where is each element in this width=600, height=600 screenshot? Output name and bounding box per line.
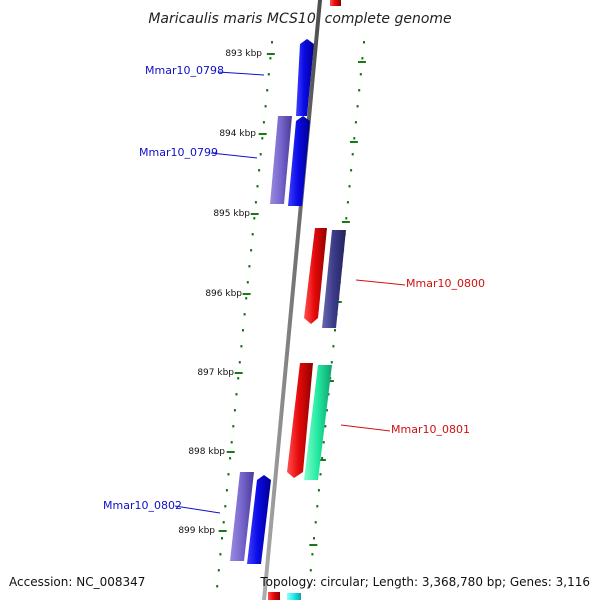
minor-tick — [262, 121, 265, 124]
minor-tick — [237, 377, 240, 380]
kbp-label-898: 898 kbp — [188, 447, 225, 457]
minor-tick — [235, 393, 238, 396]
minor-tick — [330, 361, 333, 364]
minor-tick — [359, 73, 362, 76]
gene-label-0798[interactable]: Mmar10_0798 — [145, 64, 224, 77]
minor-tick — [350, 169, 353, 172]
minor-tick — [245, 297, 248, 300]
minor-tick — [233, 409, 236, 412]
left-tick-track — [216, 41, 275, 588]
minor-tick — [264, 105, 267, 108]
minor-tick — [345, 217, 348, 220]
minor-tick — [267, 73, 270, 76]
minor-tick — [256, 185, 259, 188]
gene-label-0800[interactable]: Mmar10_0800 — [406, 277, 485, 290]
minor-tick — [238, 361, 241, 364]
gene-arrow-0800-navy[interactable] — [322, 230, 346, 328]
minor-tick — [354, 121, 357, 124]
minor-tick — [216, 585, 219, 588]
minor-tick — [346, 201, 349, 204]
kbp-label-896: 896 kbp — [205, 289, 242, 299]
minor-tick — [266, 89, 269, 92]
gene-arrow-0802-blue[interactable] — [247, 475, 271, 564]
minor-tick — [229, 457, 232, 460]
minor-tick — [308, 585, 311, 588]
gene-arrow-0799-lavender[interactable] — [270, 116, 292, 204]
minor-tick — [230, 441, 233, 444]
minor-tick — [240, 345, 243, 348]
minor-tick — [250, 249, 253, 252]
minor-tick — [325, 409, 328, 412]
minor-tick — [227, 473, 230, 476]
leader-0801 — [340, 424, 391, 432]
minor-tick — [327, 393, 330, 396]
minor-tick — [248, 265, 251, 268]
minor-tick — [363, 41, 365, 44]
kbp-label-893: 893 kbp — [225, 49, 262, 59]
minor-tick — [348, 185, 351, 188]
minor-tick — [225, 489, 228, 492]
minor-tick — [253, 217, 256, 220]
gene-arrow-0801-green[interactable] — [304, 365, 332, 480]
gene-arrow-0801-red[interactable] — [287, 363, 313, 478]
minor-tick — [232, 425, 235, 428]
minor-tick — [351, 153, 354, 156]
gene-arrow-0798[interactable] — [296, 39, 314, 116]
minor-tick — [243, 313, 246, 316]
kbp-label-897: 897 kbp — [197, 368, 234, 378]
minor-tick — [334, 329, 336, 332]
minor-tick — [258, 169, 261, 172]
minor-tick — [219, 553, 222, 556]
minor-tick — [324, 425, 327, 428]
minor-tick — [242, 329, 244, 332]
kbp-label-895: 895 kbp — [213, 209, 250, 219]
minor-tick — [316, 505, 319, 508]
minor-tick — [322, 441, 325, 444]
minor-tick — [269, 57, 272, 60]
minor-tick — [309, 569, 312, 572]
minor-tick — [321, 457, 324, 460]
topology-text: Topology: circular; Length: 3,368,780 bp… — [259, 575, 590, 589]
minor-tick — [246, 281, 249, 284]
feature-bottom-red — [268, 592, 280, 600]
minor-tick — [222, 521, 225, 524]
minor-tick — [217, 569, 220, 572]
minor-tick — [311, 553, 314, 556]
minor-tick — [313, 537, 315, 540]
minor-tick — [317, 489, 320, 492]
minor-tick — [353, 137, 356, 140]
minor-tick — [221, 537, 223, 540]
minor-tick — [356, 105, 359, 108]
minor-tick — [319, 473, 322, 476]
gene-label-0802[interactable]: Mmar10_0802 — [103, 499, 182, 512]
leader-0799 — [210, 152, 258, 159]
minor-tick — [261, 137, 264, 140]
minor-tick — [224, 505, 227, 508]
feature-top-red — [330, 0, 341, 6]
feature-bottom-cyan — [287, 593, 301, 600]
minor-tick — [358, 89, 361, 92]
kbp-label-899: 899 kbp — [178, 526, 215, 536]
minor-tick — [361, 57, 364, 60]
minor-tick — [259, 153, 262, 156]
gene-arrow-0802-lavender[interactable] — [230, 472, 254, 561]
gene-label-0799[interactable]: Mmar10_0799 — [139, 146, 218, 159]
accession-text: Accession: NC_008347 — [9, 575, 145, 589]
minor-tick — [251, 233, 254, 236]
leader-0798 — [217, 71, 265, 76]
kbp-label-894: 894 kbp — [219, 129, 256, 139]
gene-arrow-0800-red[interactable] — [304, 228, 327, 324]
minor-tick — [314, 521, 317, 524]
gene-arrow-0799-blue[interactable] — [288, 116, 310, 206]
minor-tick — [332, 345, 335, 348]
page-title: Maricaulis maris MCS10, complete genome — [148, 11, 451, 27]
leader-0800 — [355, 279, 406, 286]
gene-label-0801[interactable]: Mmar10_0801 — [391, 423, 470, 436]
minor-tick — [271, 41, 273, 44]
minor-tick — [254, 201, 257, 204]
leader-0802 — [174, 505, 221, 514]
